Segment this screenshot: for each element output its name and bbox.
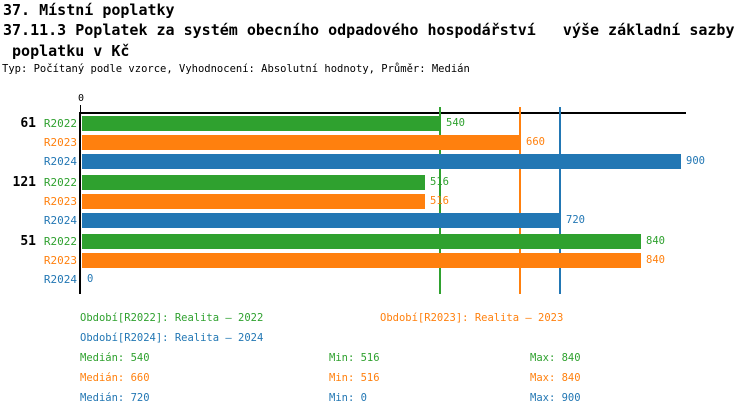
bar-value-label: 840	[646, 254, 665, 266]
bar-value-label: 0	[87, 273, 94, 285]
median-line-R2022	[439, 107, 441, 294]
bar-value-label: 900	[686, 155, 705, 167]
report-meta-line: Typ: Počítaný podle vzorce, Vyhodnocení:…	[2, 63, 470, 75]
row-label-R2023: R2023	[43, 254, 77, 267]
bar-R2022	[82, 175, 425, 190]
report-title-line3: poplatku v Kč	[3, 42, 130, 60]
row-label-R2022: R2022	[43, 235, 77, 248]
stat-max-R2024: Max: 900	[530, 392, 581, 404]
bar-value-label: 720	[566, 214, 585, 226]
bar-R2024	[82, 154, 681, 169]
group-label: 61	[20, 116, 36, 131]
bar-value-label: 516	[430, 195, 449, 207]
stat-median-R2024: Medián: 720	[80, 392, 150, 404]
group-label: 121	[12, 175, 36, 190]
bar-R2023	[82, 253, 641, 268]
bar-R2023	[82, 135, 521, 150]
x-axis-zero-tick	[80, 105, 81, 112]
row-label-R2024: R2024	[43, 155, 77, 168]
legend-entry-R2023: Období[R2023]: Realita – 2023	[380, 312, 564, 324]
x-axis-line	[81, 112, 686, 114]
row-label-R2024: R2024	[43, 214, 77, 227]
report-title-line1: 37. Místní poplatky	[3, 1, 175, 19]
stat-median-R2022: Medián: 540	[80, 352, 150, 364]
median-line-R2023	[519, 107, 521, 294]
bar-R2022	[82, 234, 641, 249]
stat-min-R2022: Min: 516	[329, 352, 380, 364]
row-label-R2023: R2023	[43, 136, 77, 149]
stat-min-R2023: Min: 516	[329, 372, 380, 384]
report-title-line2: 37.11.3 Poplatek za systém obecního odpa…	[3, 21, 735, 39]
stat-min-R2024: Min: 0	[329, 392, 367, 404]
bar-value-label: 660	[526, 136, 545, 148]
group-label: 51	[20, 234, 36, 249]
bar-R2022	[82, 116, 441, 131]
bar-value-label: 540	[446, 117, 465, 129]
row-label-R2022: R2022	[43, 176, 77, 189]
row-label-R2022: R2022	[43, 117, 77, 130]
legend-entry-R2022: Období[R2022]: Realita – 2022	[80, 312, 264, 324]
x-axis-zero-label: 0	[77, 93, 85, 104]
bar-R2024	[82, 213, 561, 228]
bar-value-label: 840	[646, 235, 665, 247]
bar-R2023	[82, 194, 425, 209]
stat-max-R2023: Max: 840	[530, 372, 581, 384]
stat-median-R2023: Medián: 660	[80, 372, 150, 384]
row-label-R2024: R2024	[43, 273, 77, 286]
bar-value-label: 516	[430, 176, 449, 188]
median-line-R2024	[559, 107, 561, 294]
y-axis-line	[79, 112, 81, 294]
legend-entry-R2024: Období[R2024]: Realita – 2024	[80, 332, 264, 344]
stat-max-R2022: Max: 840	[530, 352, 581, 364]
row-label-R2023: R2023	[43, 195, 77, 208]
